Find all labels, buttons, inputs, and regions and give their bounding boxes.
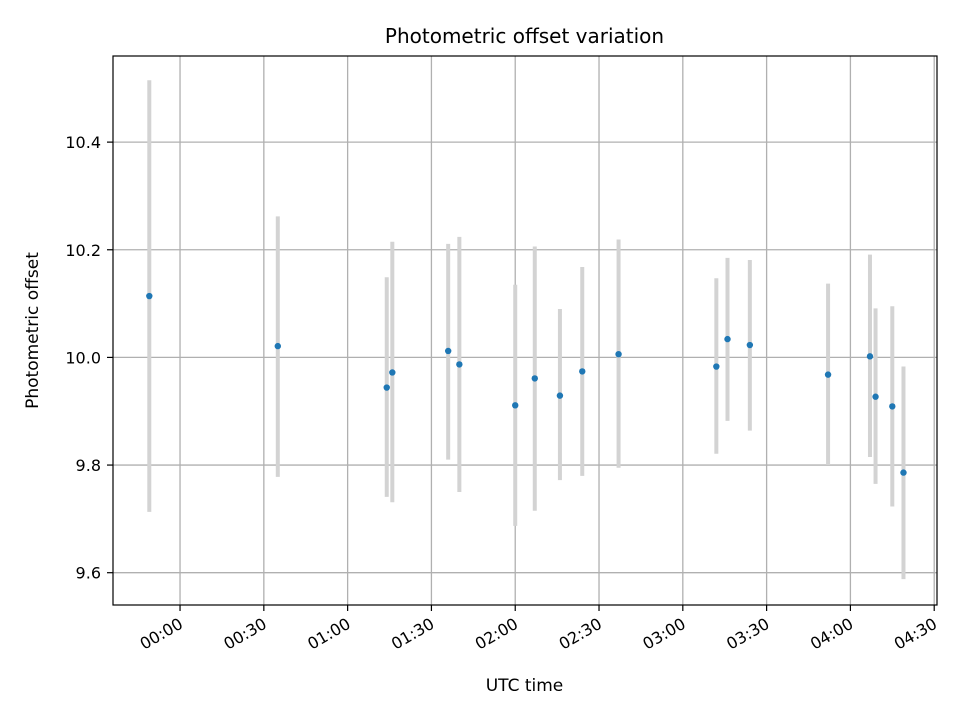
data-point bbox=[389, 369, 396, 376]
data-point bbox=[824, 371, 832, 378]
y-tick-label: 10.4 bbox=[65, 133, 101, 152]
data-point bbox=[900, 469, 907, 476]
y-tick-label: 9.8 bbox=[76, 456, 101, 475]
x-axis-label: UTC time bbox=[486, 676, 564, 696]
data-point bbox=[146, 292, 153, 300]
plot-frame bbox=[112, 55, 938, 606]
data-point bbox=[615, 350, 622, 358]
y-tick-label: 10.2 bbox=[65, 241, 101, 260]
data-point bbox=[383, 384, 390, 391]
y-tick-label: 9.6 bbox=[76, 564, 101, 583]
data-point bbox=[713, 363, 720, 370]
data-point bbox=[512, 402, 519, 409]
y-axis: 9.6 9.8 10.0 10.2 10.4 bbox=[65, 133, 113, 583]
data-point bbox=[889, 403, 896, 410]
data-point bbox=[274, 342, 281, 350]
data-point bbox=[579, 368, 586, 375]
data-point bbox=[456, 361, 463, 368]
y-axis-label: Photometric offset bbox=[23, 252, 43, 409]
data-point bbox=[866, 353, 874, 360]
y-tick-label: 10.0 bbox=[65, 348, 101, 367]
data-points bbox=[146, 292, 907, 476]
data-point bbox=[872, 393, 879, 400]
data-point bbox=[531, 375, 538, 382]
chart-title: Photometric offset variation bbox=[385, 24, 664, 48]
data-point bbox=[556, 392, 564, 399]
data-point bbox=[746, 341, 754, 349]
data-point bbox=[444, 347, 452, 355]
data-point bbox=[724, 335, 731, 343]
